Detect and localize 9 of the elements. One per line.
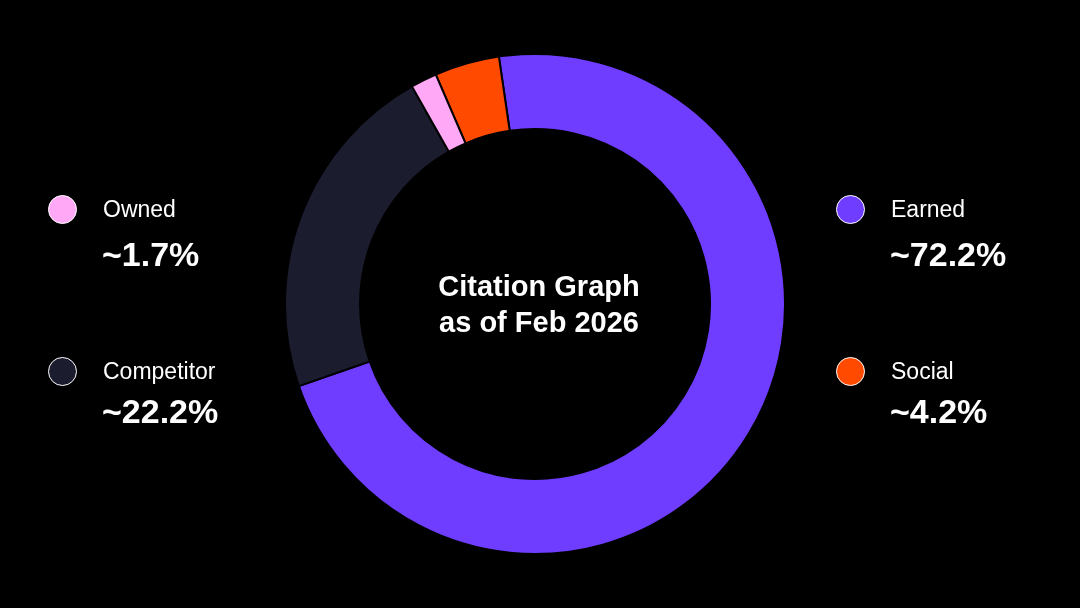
- data-label: ~4.2%: [890, 392, 988, 430]
- legend-label: Owned: [103, 195, 176, 222]
- data-label: ~72.2%: [890, 235, 1007, 273]
- text: Citation Graph as of Feb 2026: [438, 270, 640, 338]
- legend-label: Competitor: [103, 357, 216, 384]
- legend-label: Social: [891, 357, 954, 384]
- legend-label: Earned: [891, 195, 966, 222]
- data-label: ~22.2%: [102, 392, 219, 430]
- data-label: ~1.7%: [102, 235, 200, 273]
